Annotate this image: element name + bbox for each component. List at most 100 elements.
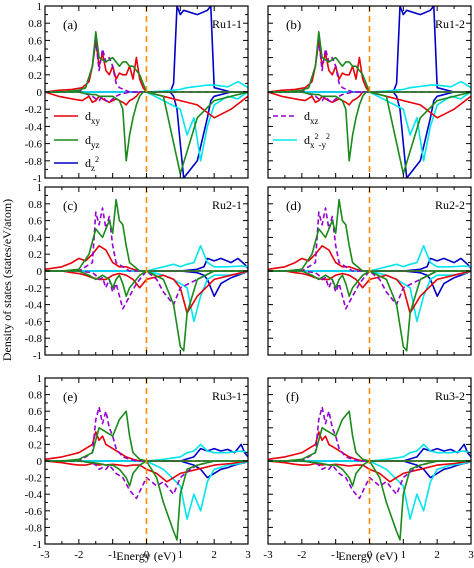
- dos-panel: (b) Ru1-2: [267, 5, 472, 179]
- y-tick-label: 0.2: [28, 70, 42, 82]
- y-tick-label: 0.4: [28, 53, 42, 65]
- y-tick-label: -0.2: [25, 283, 42, 295]
- legend-label: dxy: [85, 109, 101, 126]
- y-tick-label: -0.4: [25, 300, 43, 312]
- y-tick-label: -0.4: [25, 121, 43, 133]
- y-tick-label: -0.8: [25, 156, 43, 168]
- series-dyz-up: [45, 31, 248, 93]
- legend-label: dx2-y2: [304, 132, 330, 150]
- series-dxy-up: [45, 431, 248, 462]
- y-tick-label: -0.2: [25, 104, 42, 116]
- series-dxy-down: [268, 91, 471, 119]
- series-dyz-up: [268, 31, 471, 93]
- x-axis-label-right: Energy (eV): [338, 549, 397, 563]
- series-dyz-down: [268, 91, 471, 175]
- series-dxz-down: [45, 270, 248, 310]
- legend-label: dyz: [85, 133, 100, 150]
- x-tick-label: -3: [40, 549, 50, 561]
- x-tick-label: 0: [144, 549, 150, 561]
- x-tick-label: 1: [401, 549, 407, 561]
- series-dz2-down: [268, 91, 471, 178]
- y-tick-label: 0.2: [28, 439, 42, 451]
- series-dyz-down: [45, 270, 248, 352]
- dos-panel: 1 0.8 0.6 0.4 0.2 0 -0.2 -0.4 -0.6 -0.8 -1 (c) Ru2-1: [25, 182, 249, 362]
- y-tick-label: 1: [37, 1, 43, 13]
- y-tick-label: 0: [37, 456, 43, 468]
- x-axis-label-left: Energy (eV): [116, 549, 175, 563]
- x-tick-label: 0: [367, 549, 373, 561]
- y-tick-label: 0.4: [28, 423, 42, 435]
- series-dxz-up: [45, 406, 248, 462]
- x-tick-label: 3: [468, 549, 474, 561]
- series-dyz-up: [45, 198, 248, 272]
- dos-panel: 10.80.60.40.20-0.2-0.4-0.6-0.8-1-3 -2 -1 0 1…: [25, 373, 252, 561]
- dos-panel: -3 -2 -1 0 1 2 3 (f) Ru3-2: [263, 377, 474, 561]
- series-dyz-up: [45, 410, 248, 462]
- panel-title: Ru2-1: [212, 198, 242, 212]
- y-tick-label: 1: [37, 182, 43, 194]
- legend: dxy dyz dz2 dxz dx2-y2: [54, 109, 330, 173]
- y-tick-label: -0.6: [25, 139, 43, 151]
- x-tick-label: -2: [297, 549, 306, 561]
- legend-dxy: dxy: [54, 109, 101, 126]
- legend-label: dxz: [304, 109, 319, 126]
- series-dxy-down: [268, 270, 471, 314]
- x-tick-label: -2: [74, 549, 83, 561]
- y-tick-label: 0.8: [28, 199, 42, 211]
- panels: 1 0.8 0.6 0.4 0.2 0 -0.2 -0.4 -0.6 -0.8 -1 (a) Ru1-1…: [25, 1, 474, 561]
- x-tick-label: -1: [108, 549, 117, 561]
- series-dxz-up: [268, 406, 471, 462]
- y-tick-label: 0.6: [28, 35, 42, 47]
- y-tick-label: 0.4: [28, 232, 42, 244]
- y-tick-label: 0.6: [28, 216, 42, 228]
- legend-dz2: dz2: [54, 155, 99, 173]
- y-tick-label: -0.6: [25, 506, 43, 518]
- panel-title: Ru1-1: [212, 17, 242, 31]
- series-dxy-down: [45, 270, 248, 314]
- y-axis-label: Density of states (states/eV/atom): [0, 199, 14, 361]
- series-dyz-up: [268, 410, 471, 462]
- panel-title: Ru3-1: [212, 389, 242, 403]
- x-tick-label: 2: [211, 549, 217, 561]
- x-tick-label: -1: [331, 549, 340, 561]
- y-tick-label: -1: [33, 539, 42, 551]
- y-tick-label: 0.8: [28, 18, 42, 30]
- legend-dx2y2: dx2-y2: [273, 132, 330, 150]
- series-dyz-down: [268, 460, 471, 541]
- dos-panel: 1 0.8 0.6 0.4 0.2 0 -0.2 -0.4 -0.6 -0.8 -1 (a) Ru1-1: [25, 1, 249, 185]
- y-tick-label: 0: [37, 266, 43, 278]
- legend-label: dz2: [85, 155, 99, 173]
- series-dxy-down: [45, 91, 248, 119]
- panel-letter: (c): [63, 198, 77, 213]
- y-tick-label: -0.2: [25, 473, 42, 485]
- x-tick-label: 1: [178, 549, 184, 561]
- x-tick-label: 3: [245, 549, 251, 561]
- series-dz2-down: [45, 91, 248, 178]
- y-tick-label: -1: [33, 350, 42, 362]
- y-tick-label: 0.8: [28, 390, 42, 402]
- legend-dxz: dxz: [273, 109, 319, 126]
- y-tick-label: -0.8: [25, 333, 43, 345]
- y-tick-label: 0.2: [28, 249, 42, 261]
- series-dxz-down: [268, 270, 471, 310]
- dos-panel: (d) Ru2-2: [267, 186, 472, 356]
- panel-title: Ru2-2: [435, 198, 465, 212]
- x-tick-label: -3: [263, 549, 273, 561]
- y-tick-label: -0.6: [25, 316, 43, 328]
- y-tick-label: -1: [33, 173, 42, 185]
- panel-letter: (f): [286, 389, 299, 404]
- panel-title: Ru3-2: [435, 389, 465, 403]
- y-tick-label: -0.8: [25, 522, 43, 534]
- series-dyz-down: [45, 91, 248, 175]
- series-dxy-up: [268, 431, 471, 462]
- series-dyz-down: [268, 270, 471, 352]
- legend-dyz: dyz: [54, 133, 100, 150]
- series-dyz-up: [268, 198, 471, 272]
- y-tick-label: 1: [37, 373, 43, 385]
- panel-letter: (b): [286, 17, 301, 32]
- y-tick-label: 0: [37, 87, 43, 99]
- panel-letter: (e): [63, 389, 77, 404]
- y-tick-label: 0.6: [28, 406, 42, 418]
- panel-title: Ru1-2: [435, 17, 465, 31]
